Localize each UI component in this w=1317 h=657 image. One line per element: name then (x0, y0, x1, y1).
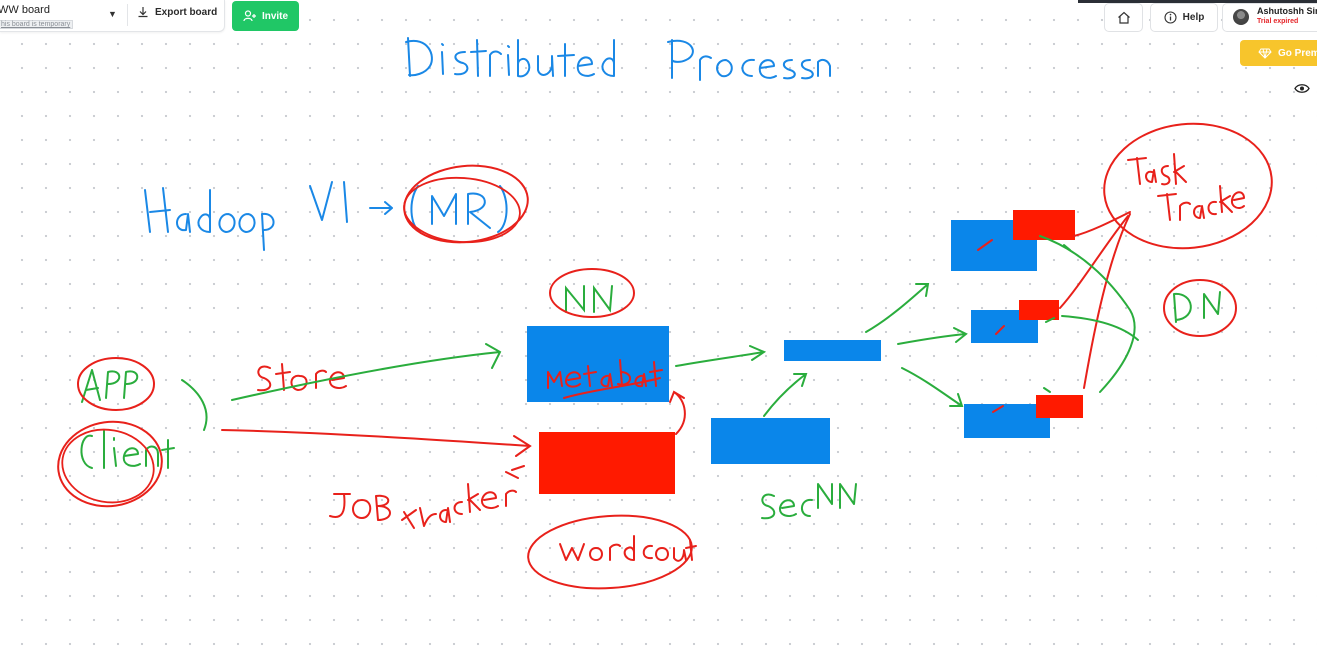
middle-node-box[interactable] (784, 340, 881, 361)
handwritten-title (405, 37, 831, 81)
help-label: Help (1182, 12, 1205, 23)
arrow-secnn-to-middle (763, 373, 808, 417)
board-toolbar: WW board his board is temporary ▼ Export… (0, 0, 225, 32)
export-board-label: Export board (155, 6, 218, 18)
avatar (1233, 9, 1249, 25)
home-button[interactable] (1104, 3, 1143, 32)
handwritten-wordcount (559, 535, 697, 562)
circle-app (77, 357, 155, 411)
circle-mr (403, 164, 529, 244)
circle-task-tracker (1103, 122, 1273, 250)
board-name[interactable]: WW board (0, 4, 50, 16)
arrow-job-tracker-to-nn (669, 390, 686, 435)
handwritten-task-tracker (1127, 153, 1245, 221)
toolbar-divider (127, 4, 128, 26)
handwritten-metadata (547, 359, 663, 399)
go-premium-button[interactable]: Go Premi (1240, 40, 1317, 66)
handwritten-dn (1173, 291, 1221, 323)
handwritten-hadoop-v1 (144, 181, 508, 251)
trial-status: Trial expired (1257, 18, 1299, 25)
job-tracker-box[interactable] (539, 432, 675, 494)
chevron-down-icon[interactable]: ▼ (108, 9, 117, 19)
diamond-icon (1258, 48, 1272, 59)
eye-icon (1294, 83, 1310, 93)
info-icon (1164, 11, 1177, 24)
secondary-namenode-box[interactable] (711, 418, 830, 464)
handwritten-sec-nn (761, 483, 857, 520)
datanode-box-3[interactable] (964, 404, 1050, 438)
home-icon (1117, 11, 1130, 24)
handwritten-nn (565, 284, 613, 313)
circle-client (57, 420, 163, 508)
circle-wordcount (527, 514, 693, 590)
task-box-1[interactable] (1013, 210, 1075, 240)
bracket-mark (181, 379, 208, 431)
board-temporary-note[interactable]: his board is temporary (0, 20, 74, 29)
download-icon (138, 7, 148, 18)
arrow-tracker-to-box (505, 465, 525, 479)
circle-mr-outer (403, 176, 521, 244)
circle-client-outer (61, 428, 155, 504)
arrow-store-to-nn (231, 343, 502, 401)
user-menu[interactable]: Ashutoshh Sing Trial expired (1222, 3, 1317, 32)
arrows-middle-to-datanodes (865, 283, 968, 407)
user-name: Ashutoshh Sing (1257, 6, 1317, 16)
arrow-nn-to-middle (675, 345, 767, 367)
add-user-icon (243, 10, 256, 22)
arrow-client-to-job-tracker (221, 429, 532, 457)
go-premium-label: Go Premi (1278, 47, 1317, 59)
window-strip (1078, 0, 1317, 3)
task-box-3[interactable] (1036, 395, 1083, 418)
invite-label: Invite (261, 10, 289, 22)
handwritten-app-client (80, 369, 175, 469)
circle-nn (549, 268, 635, 318)
invite-button[interactable]: Invite (232, 1, 299, 31)
datanode-marks (977, 239, 1005, 413)
circle-dn (1163, 279, 1237, 337)
export-board-button[interactable]: Export board (137, 6, 217, 18)
handwritten-store (257, 363, 347, 392)
help-button[interactable]: Help (1150, 3, 1218, 32)
handwritten-job-tracker (329, 483, 517, 529)
task-box-2[interactable] (1019, 300, 1059, 320)
view-toggle-button[interactable] (1290, 78, 1314, 98)
